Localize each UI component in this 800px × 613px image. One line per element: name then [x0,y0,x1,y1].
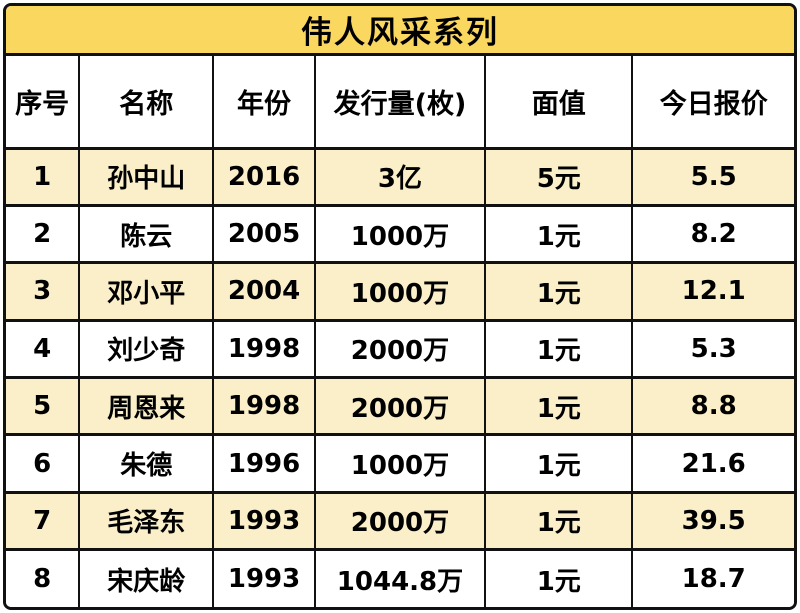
cell-face-value: 1元 [484,318,634,380]
cell-quote: 8.8 [631,375,794,437]
cell-index: 3 [6,261,81,322]
cell-year: 1998 [212,375,316,437]
cell-index: 2 [6,203,81,265]
cell-name: 宋庆龄 [78,548,215,607]
cell-name: 陈云 [78,203,215,265]
price-table: 序号 名称 年份 发行量(枚) 面值 今日报价 1 孙中山 2016 3亿 5元 5.5 2… [6,56,794,607]
table-row: 2 陈云 2005 1000万 1元 8.2 [6,203,794,265]
column-header-issue: 发行量(枚) [313,56,487,150]
cell-year: 2005 [212,203,316,265]
column-header-year: 年份 [212,56,316,150]
cell-name: 周恩来 [78,375,215,437]
cell-face-value: 1元 [484,261,634,322]
column-header-quote: 今日报价 [631,56,794,150]
cell-name: 孙中山 [78,146,215,207]
cell-quote: 5.5 [631,146,794,207]
cell-quote: 5.3 [631,318,794,380]
cell-index: 8 [6,548,81,607]
column-header-name: 名称 [78,56,215,150]
cell-face-value: 1元 [484,490,634,552]
table-row: 3 邓小平 2004 1000万 1元 12.1 [6,261,794,322]
table-body: 1 孙中山 2016 3亿 5元 5.5 2 陈云 2005 1000万 1元 8.2 3 邓小平 2004… [6,146,794,607]
cell-index: 6 [6,433,81,494]
cell-name: 邓小平 [78,261,215,322]
cell-year: 2016 [212,146,316,207]
cell-issue: 1000万 [313,261,487,322]
cell-face-value: 5元 [484,146,634,207]
cell-index: 4 [6,318,81,380]
cell-name: 朱德 [78,433,215,494]
cell-face-value: 1元 [484,433,634,494]
cell-year: 2004 [212,261,316,322]
header-row: 序号 名称 年份 发行量(枚) 面值 今日报价 [6,56,794,150]
cell-name: 刘少奇 [78,318,215,380]
cell-year: 1998 [212,318,316,380]
price-table-card: 伟人风采系列 序号 名称 年份 发行量(枚) 面值 今日报价 1 孙中山 2016 3… [3,3,797,610]
table-title: 伟人风采系列 [6,6,794,56]
cell-year: 1996 [212,433,316,494]
cell-issue: 3亿 [313,146,487,207]
cell-quote: 12.1 [631,261,794,322]
cell-index: 7 [6,490,81,552]
cell-face-value: 1元 [484,548,634,607]
cell-issue: 1000万 [313,433,487,494]
cell-year: 1993 [212,490,316,552]
cell-quote: 39.5 [631,490,794,552]
cell-issue: 2000万 [313,490,487,552]
table-row: 4 刘少奇 1998 2000万 1元 5.3 [6,318,794,380]
cell-face-value: 1元 [484,375,634,437]
table-row: 5 周恩来 1998 2000万 1元 8.8 [6,375,794,437]
table-row: 6 朱德 1996 1000万 1元 21.6 [6,433,794,494]
column-header-index: 序号 [6,56,81,150]
table-row: 1 孙中山 2016 3亿 5元 5.5 [6,146,794,207]
column-header-face-value: 面值 [484,56,634,150]
cell-quote: 18.7 [631,548,794,607]
cell-face-value: 1元 [484,203,634,265]
cell-year: 1993 [212,548,316,607]
table-row: 7 毛泽东 1993 2000万 1元 39.5 [6,490,794,552]
cell-quote: 8.2 [631,203,794,265]
cell-issue: 1044.8万 [313,548,487,607]
cell-quote: 21.6 [631,433,794,494]
table-row: 8 宋庆龄 1993 1044.8万 1元 18.7 [6,548,794,607]
cell-issue: 1000万 [313,203,487,265]
cell-issue: 2000万 [313,375,487,437]
cell-index: 5 [6,375,81,437]
cell-issue: 2000万 [313,318,487,380]
cell-index: 1 [6,146,81,207]
cell-name: 毛泽东 [78,490,215,552]
